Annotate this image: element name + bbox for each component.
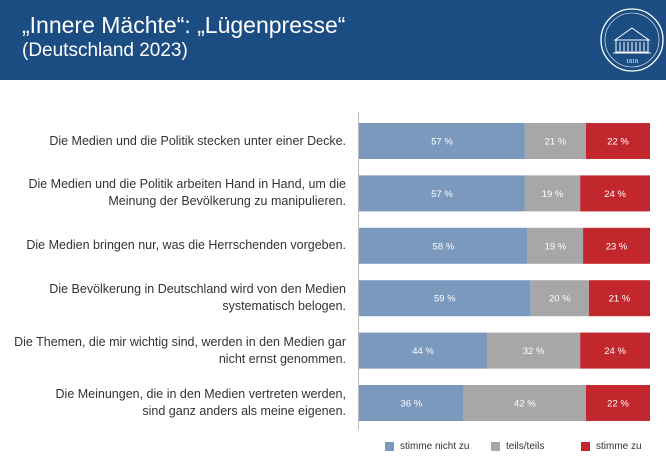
bar-value-label: 57 %	[431, 189, 453, 200]
bar-segment	[487, 332, 581, 369]
legend-item: stimme nicht zu	[385, 441, 469, 452]
row-label-line: Die Medien bringen nur, was die Herrsche…	[26, 238, 346, 253]
header-banner: „Innere Mächte“: „Lügenpresse“ (Deutschl…	[0, 0, 666, 80]
row-label: Die Medien bringen nur, was die Herrsche…	[6, 237, 346, 254]
legend-label: stimme zu	[596, 441, 642, 452]
bar-segment	[359, 332, 488, 369]
row-label: Die Medien und die Politik arbeiten Hand…	[6, 176, 346, 210]
bar-value-label: 22 %	[607, 399, 629, 410]
bar-value-label: 44 %	[412, 346, 434, 357]
bar-value-label: 24 %	[604, 346, 626, 357]
bar-value-label: 57 %	[431, 137, 453, 148]
bar-value-label: 22 %	[607, 137, 629, 148]
bar-segment	[524, 175, 581, 212]
legend-swatch	[385, 442, 394, 451]
bar-segment	[585, 123, 650, 159]
row-label-line: nicht ernst genommen.	[218, 351, 346, 366]
bar-segment	[580, 175, 650, 212]
logo-year: 1818	[626, 59, 638, 65]
bar-value-label: 21 %	[545, 137, 567, 148]
bar-value-label: 19 %	[545, 241, 567, 252]
row-label-line: Meinung der Bevölkerung zu manipulieren.	[108, 194, 346, 209]
row-label-line: Die Medien und die Politik stecken unter…	[49, 133, 346, 148]
row-label: Die Bevölkerung in Deutschland wird von …	[6, 281, 346, 315]
bar-value-label: 32 %	[523, 346, 545, 357]
row-label-line: Die Meinungen, die in den Medien vertret…	[55, 387, 346, 401]
bar-segment	[359, 175, 525, 212]
bar-segment	[359, 123, 525, 159]
row-label-line: Die Themen, die mir wichtig sind, werden…	[14, 334, 346, 349]
page-title: „Innere Mächte“: „Lügenpresse“	[22, 12, 346, 38]
legend-item: teils/teils	[491, 441, 544, 452]
bar-segment	[585, 385, 650, 421]
bar-value-label: 23 %	[606, 241, 628, 252]
university-seal-icon: 1818	[600, 8, 664, 72]
legend-label: teils/teils	[506, 441, 545, 452]
row-label: Die Meinungen, die in den Medien vertret…	[6, 386, 346, 420]
row-label-line: systematisch belogen.	[222, 299, 346, 314]
row-label: Die Medien und die Politik stecken unter…	[6, 133, 346, 150]
bar-value-label: 59 %	[434, 294, 456, 305]
bar-segment	[530, 280, 589, 317]
page-subtitle: (Deutschland 2023)	[22, 40, 188, 61]
bar-segment	[580, 332, 650, 369]
bar-segment	[359, 227, 528, 264]
y-axis-line	[358, 112, 359, 430]
legend-swatch	[581, 442, 590, 451]
row-label-line: sind ganz anders als meine eigenen.	[142, 404, 346, 418]
legend-swatch	[491, 442, 500, 451]
row-label: Die Themen, die mir wichtig sind, werden…	[6, 334, 346, 368]
bar-value-label: 24 %	[604, 189, 626, 200]
bar-segment	[463, 385, 586, 421]
legend-item: stimme zu	[581, 441, 642, 452]
legend-label: stimme nicht zu	[400, 441, 470, 452]
bar-segment	[359, 385, 464, 421]
bar-value-label: 36 %	[401, 399, 423, 410]
bar-segment	[527, 227, 584, 264]
bar-segment	[359, 280, 531, 317]
bar-value-label: 20 %	[549, 294, 571, 305]
bar-segment	[524, 123, 586, 159]
bar-segment	[583, 227, 650, 264]
row-label-line: Die Medien und die Politik arbeiten Hand…	[28, 177, 346, 192]
row-label-line: Die Bevölkerung in Deutschland wird von …	[49, 282, 346, 297]
bar-value-label: 58 %	[433, 241, 455, 252]
bar-value-label: 21 %	[609, 294, 631, 305]
bar-value-label: 19 %	[542, 189, 564, 200]
bar-segment	[588, 280, 650, 317]
bar-value-label: 42 %	[514, 399, 536, 410]
